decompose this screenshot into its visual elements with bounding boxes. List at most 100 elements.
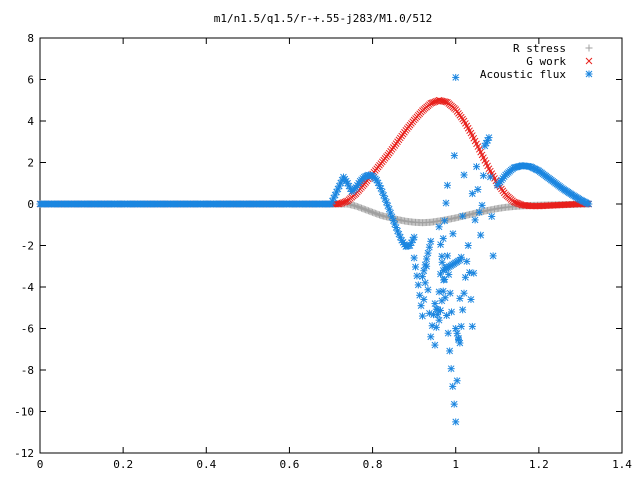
y-tick-label: -12 xyxy=(14,447,34,460)
y-tick-label: 4 xyxy=(27,115,34,128)
data-point xyxy=(417,302,425,310)
data-point xyxy=(452,418,460,426)
x-tick-label: 0.8 xyxy=(363,458,383,471)
x-tick-label: 0.6 xyxy=(279,458,299,471)
data-point xyxy=(449,382,457,390)
chart-title: m1/n1.5/q1.5/r-+.55-j283/M1.0/512 xyxy=(214,12,433,25)
data-point xyxy=(409,236,417,244)
data-point xyxy=(427,333,435,341)
x-tick-label: 0.2 xyxy=(113,458,133,471)
legend-marker xyxy=(585,44,593,52)
data-point xyxy=(457,322,465,330)
data-point xyxy=(452,73,460,81)
data-point xyxy=(435,223,443,231)
data-point xyxy=(441,294,449,302)
data-point xyxy=(327,200,335,208)
x-tick-label: 1.2 xyxy=(529,458,549,471)
data-point xyxy=(416,291,424,299)
data-point xyxy=(388,213,396,221)
data-point xyxy=(456,294,464,302)
data-point xyxy=(446,347,454,355)
data-point xyxy=(467,295,475,303)
y-tick-label: -4 xyxy=(21,281,35,294)
data-point xyxy=(427,237,435,245)
data-point xyxy=(412,263,420,271)
data-point xyxy=(452,325,460,332)
data-point xyxy=(460,289,468,297)
data-point xyxy=(477,231,485,239)
data-point xyxy=(441,217,449,225)
data-point xyxy=(440,276,448,284)
series-g-work xyxy=(36,96,593,210)
data-point xyxy=(456,256,464,264)
data-point xyxy=(450,152,458,160)
data-point xyxy=(437,241,445,249)
data-point xyxy=(454,336,462,344)
y-tick-label: 6 xyxy=(27,74,34,87)
data-point xyxy=(424,286,432,294)
data-point xyxy=(382,198,390,206)
data-point xyxy=(420,295,428,303)
data-point xyxy=(434,306,442,314)
plot-frame xyxy=(39,37,623,454)
data-point xyxy=(442,199,450,207)
data-point xyxy=(459,212,467,220)
data-point xyxy=(453,329,461,337)
data-point xyxy=(414,281,422,289)
y-tick-label: 0 xyxy=(27,198,34,211)
data-point xyxy=(378,188,386,196)
data-point xyxy=(410,233,418,241)
data-point xyxy=(413,272,421,280)
x-tick-label: 1.4 xyxy=(612,458,632,471)
legend-label: Acoustic flux xyxy=(480,68,566,81)
data-point xyxy=(418,273,426,281)
data-point xyxy=(485,134,493,142)
x-tick-label: 0 xyxy=(37,458,44,471)
data-point xyxy=(479,172,487,180)
data-point xyxy=(432,323,440,331)
data-point xyxy=(473,163,480,171)
data-point xyxy=(331,191,339,199)
legend-label: R stress xyxy=(513,42,566,55)
data-point xyxy=(450,400,458,408)
data-point xyxy=(421,261,429,269)
data-point xyxy=(410,254,418,262)
data-points xyxy=(36,73,593,426)
data-point xyxy=(489,252,497,260)
y-tick-label: -6 xyxy=(21,323,34,336)
data-point xyxy=(435,288,443,296)
data-point xyxy=(435,316,443,324)
y-tick-label: 2 xyxy=(27,157,34,170)
data-point xyxy=(449,230,457,238)
data-point xyxy=(447,365,455,373)
data-point xyxy=(438,258,446,266)
data-point xyxy=(468,322,476,330)
data-point xyxy=(443,181,451,189)
data-point xyxy=(463,257,471,265)
data-point xyxy=(474,185,482,193)
data-point xyxy=(478,201,486,209)
data-point xyxy=(421,279,429,287)
data-point xyxy=(445,271,453,279)
data-point xyxy=(431,300,439,308)
data-point xyxy=(425,243,433,251)
data-point xyxy=(486,173,494,181)
y-tick-label: 8 xyxy=(27,32,34,45)
y-tick-label: -10 xyxy=(14,406,34,419)
x-tick-label: 1 xyxy=(452,458,459,471)
data-point xyxy=(460,171,468,179)
data-point xyxy=(448,308,456,316)
y-tick-label: -2 xyxy=(21,240,34,253)
legend-marker xyxy=(585,70,593,78)
x-tick-label: 0.4 xyxy=(196,458,216,471)
data-point xyxy=(431,341,439,349)
data-point xyxy=(443,311,451,319)
data-point xyxy=(387,209,395,217)
series-acoustic-flux xyxy=(36,73,593,426)
data-point xyxy=(585,200,593,208)
axis-ticks: 0 0.2 0.4 0.6 0.8 1 1.2 1.4 -12 -10 -8 -6 -4 -2 0 2 4 6 8 xyxy=(14,32,632,471)
data-point xyxy=(439,235,447,243)
y-tick-label: -8 xyxy=(21,364,34,377)
data-point xyxy=(420,267,428,275)
